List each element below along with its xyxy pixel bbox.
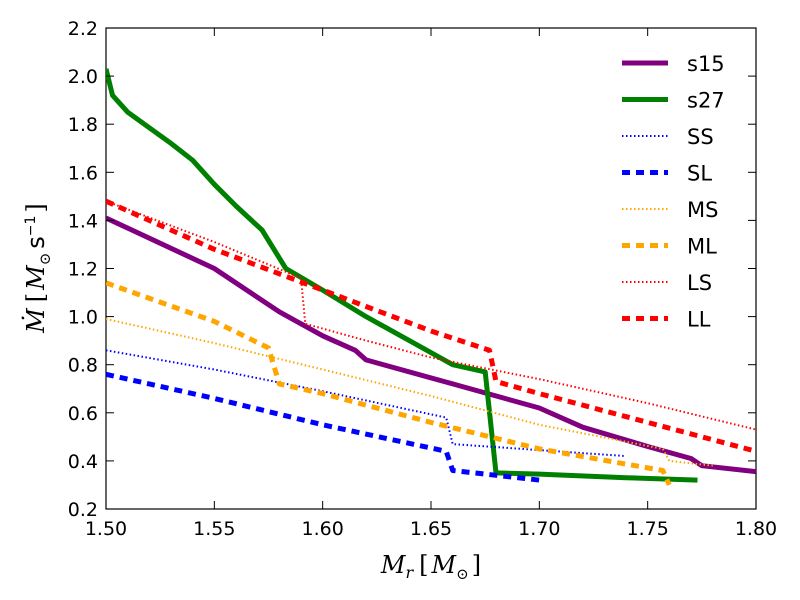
x-tick-label: 1.50 [85,518,127,540]
ticks-layer: 1.50 1.55 1.60 1.65 1.70 1.75 1.80 0.2 0.4 0.6 0.8… [68,18,777,540]
legend-label-sl: SL [687,162,712,186]
x-tick-label: 1.60 [302,518,344,540]
x-tick-label: 1.55 [193,518,235,540]
y-tick-label: 2.0 [68,66,98,88]
x-axis-label: Mr[M⊙] [380,551,481,583]
y-axis-label: Ṁ[M⊙s−1] [21,203,54,334]
y-tick-label: 1.4 [68,210,98,232]
series-line-ml [106,280,672,486]
y-tick-label: 1.2 [68,259,98,281]
x-tick-label: 1.75 [627,518,669,540]
legend-label-ss: SS [687,125,714,149]
legend-label-s27: s27 [687,89,725,113]
series-line-s15 [106,215,756,475]
legend-label-ml: ML [687,235,717,259]
x-tick-label: 1.70 [518,518,560,540]
x-tick-label: 1.65 [410,518,452,540]
legend-label-ls: LS [687,271,712,295]
legend-label-s15: s15 [687,52,725,76]
y-tick-label: 1.8 [68,114,98,136]
series-line-sl [106,371,540,483]
series-line-ll [106,198,756,454]
x-tick-label: 1.80 [735,518,777,540]
legend-label-ms: MS [687,198,718,222]
y-tick-label: 0.6 [68,403,98,425]
legend: s15 s27 SS SL MS ML LS LL [622,52,725,332]
series-layer [106,68,756,486]
y-tick-label: 1.6 [68,162,98,184]
series-line-s27 [106,68,698,483]
y-tick-label: 0.4 [68,451,98,473]
y-tick-label: 0.8 [68,355,98,377]
legend-label-ll: LL [687,308,711,332]
y-tick-label: 1.0 [68,307,98,329]
y-tick-label: 0.2 [68,499,98,521]
y-tick-label: 2.2 [68,18,98,40]
